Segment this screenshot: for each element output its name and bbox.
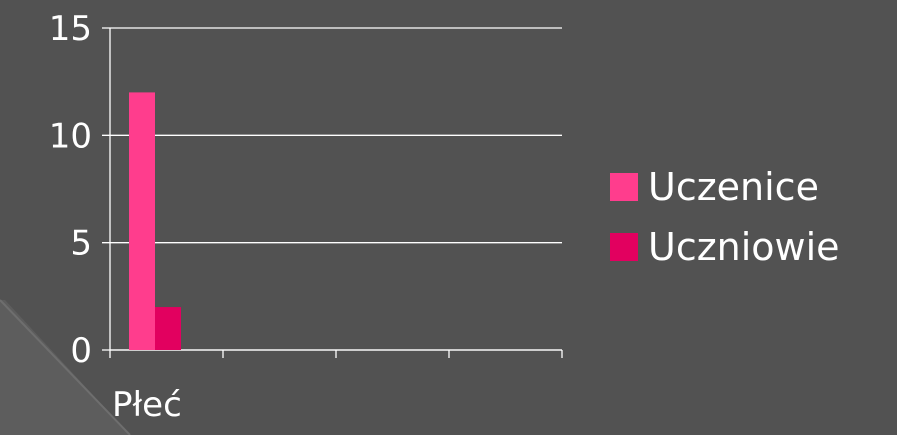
legend-label-uczenice: Uczenice [648, 165, 819, 209]
y-tick-label: 0 [70, 331, 92, 371]
y-tick-label: 15 [49, 9, 92, 49]
legend-label-uczniowie: Uczniowie [648, 225, 840, 269]
gridlines [102, 27, 562, 351]
bars [129, 92, 181, 351]
x-tick-label: Płeć [112, 385, 182, 425]
bar-uczniowie [155, 307, 181, 350]
legend-swatch-uczenice [610, 173, 638, 201]
y-tick-label: 5 [70, 224, 92, 264]
axes [109, 28, 563, 358]
legend-swatch-uczniowie [610, 233, 638, 261]
legend: Uczenice Uczniowie [610, 165, 840, 269]
bar-uczenice [129, 92, 155, 351]
tick-labels: 0 5 10 15 Płeć [49, 9, 182, 425]
slide-corner-line [0, 299, 131, 435]
y-tick-label: 10 [49, 116, 92, 156]
